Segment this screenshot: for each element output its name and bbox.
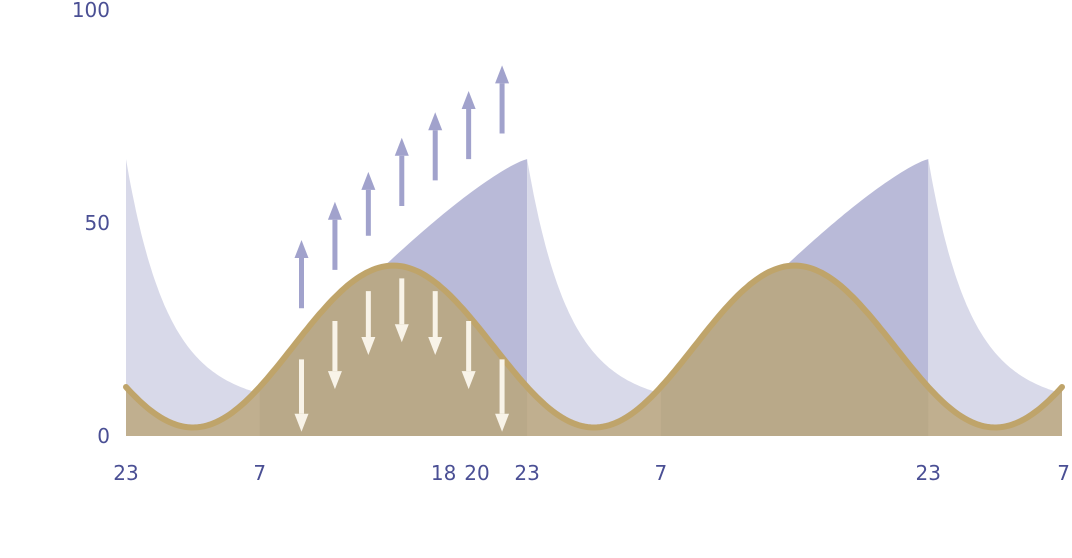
arrow-up-4	[394, 137, 409, 206]
x-tick-label: 7	[253, 461, 266, 485]
arrow-up-6	[461, 90, 476, 160]
pressure-area-night-0	[126, 159, 260, 436]
arrow-up-5-head	[428, 112, 443, 131]
arrow-down-2	[327, 320, 342, 390]
sleep-area-night-2	[928, 387, 1062, 436]
arrow-down-5-head	[428, 337, 443, 356]
arrow-down-7	[495, 359, 510, 432]
arrow-down-2-head	[327, 371, 342, 390]
y-tick-label: 0	[97, 424, 110, 448]
arrow-down-4	[394, 278, 409, 343]
arrow-up-3	[361, 171, 376, 236]
arrow-down-6-head	[461, 371, 476, 390]
arrow-down-3-head	[361, 337, 376, 356]
pressure-area-night-4	[928, 159, 1062, 436]
x-tick-label: 23	[514, 461, 539, 485]
x-tick-label: 23	[916, 461, 941, 485]
sleep-area	[126, 265, 1062, 436]
x-tick-label: 23	[113, 461, 138, 485]
arrow-up-5	[428, 112, 443, 181]
sleep-area-night-1	[527, 387, 661, 436]
arrow-up-7	[495, 65, 510, 134]
arrow-down-1	[294, 359, 309, 432]
x-tick-label: 7	[1057, 461, 1070, 485]
arrow-up-6-head	[461, 90, 476, 109]
arrow-up-1-head	[294, 240, 309, 259]
y-tick-label: 50	[85, 211, 110, 235]
arrow-down-3	[361, 291, 376, 356]
arrow-down-4-head	[394, 324, 409, 343]
arrow-up-7-head	[495, 65, 510, 84]
arrow-up-4-head	[394, 137, 409, 156]
arrow-down-5	[428, 291, 443, 356]
sleep-area-night-0	[126, 387, 260, 436]
arrow-down-7-head	[495, 413, 510, 432]
arrow-up-1	[294, 240, 309, 309]
y-tick-label: 100	[72, 0, 110, 22]
arrow-up-2	[327, 201, 342, 270]
arrow-up-2-head	[327, 201, 342, 220]
sleep-line	[123, 262, 1065, 431]
x-tick-label: 18	[431, 461, 456, 485]
arrow-up-3-head	[361, 171, 376, 190]
arrow-down-1-head	[294, 413, 309, 432]
pressure-area-night-2	[527, 159, 661, 436]
arrow-down-6	[461, 320, 476, 390]
x-tick-label: 7	[654, 461, 667, 485]
x-tick-label: 20	[464, 461, 489, 485]
